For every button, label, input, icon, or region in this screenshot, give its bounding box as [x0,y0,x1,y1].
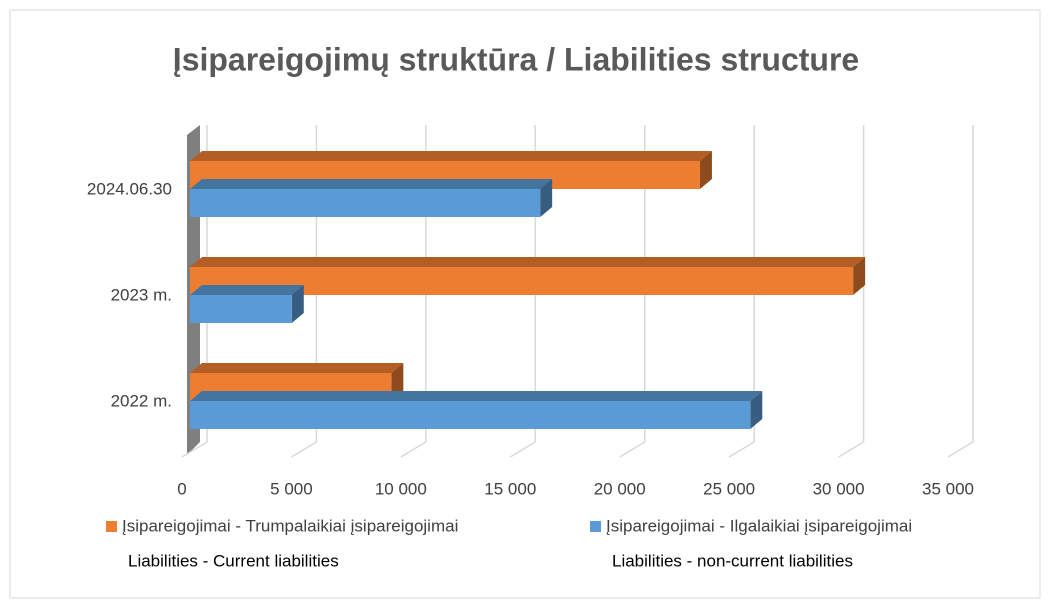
grid-line [509,125,537,458]
legend-swatch [590,521,601,532]
bar-face [750,391,763,429]
bar [190,285,304,323]
x-tick-label: 0 [177,479,186,498]
bar-face [190,179,553,189]
grid-line [619,125,646,458]
x-tick-label: 5 000 [270,479,313,498]
grid-line [728,125,755,458]
bar-face [190,295,292,323]
x-tick-label: 25 000 [703,479,755,498]
y-tick-label: 2024.06.30 [87,179,172,198]
bar-face [190,151,712,161]
y-tick-label: 2023 m. [111,285,172,304]
x-tick-label: 30 000 [813,479,865,498]
chart-title: Įsipareigojimų struktūra / Liabilities s… [173,41,859,77]
bar-face [190,363,404,373]
bar-face [291,285,304,323]
grid-line [838,125,865,458]
bar-face [190,285,304,295]
chart-border [9,9,1041,599]
x-tick-label: 20 000 [594,479,646,498]
legend-sublabel: Liabilities - Current liabilities [128,551,339,570]
bar-face [190,391,763,401]
bar-face [190,257,866,267]
bar-face [699,151,712,189]
bar [190,179,553,217]
x-tick-label: 10 000 [375,479,427,498]
grid-line [947,125,974,458]
bar-face [190,267,854,295]
bar [190,151,712,189]
bar-face [540,179,553,217]
legend-label: Įsipareigojimai - Trumpalaikiai įsiparei… [122,516,458,535]
bar [190,257,866,295]
grid-line [291,125,318,458]
x-tick-label: 15 000 [484,479,536,498]
bar-face [190,189,541,217]
legend-label: Įsipareigojimai - Ilgalaikiai įsipareigo… [606,516,912,535]
bar-face [853,257,866,295]
legend-sublabel: Liabilities - non-current liabilities [612,551,853,570]
grid-line [400,125,427,458]
legend-swatch [106,521,117,532]
bar-face [190,401,751,429]
x-tick-label: 35 000 [922,479,974,498]
y-tick-label: 2022 m. [111,391,172,410]
bar [190,391,763,429]
grid-line [181,125,208,458]
